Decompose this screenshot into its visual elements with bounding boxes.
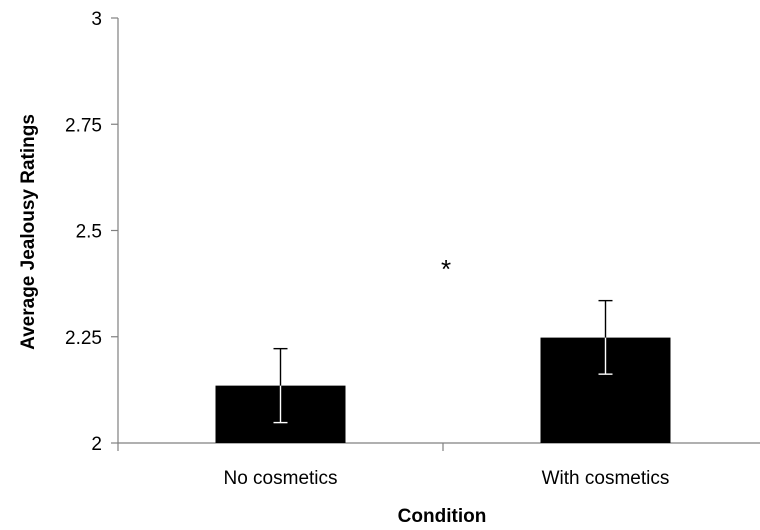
y-tick-label: 2.75 [65,115,102,136]
x-tick-labels: No cosmetics With cosmetics [223,468,669,489]
y-axis-title: Average Jealousy Ratings [18,114,39,350]
plot-area: 2 2.25 2.5 2.75 3 No cosmetics With cosmetics… [65,9,760,489]
y-tick-label: 2.5 [76,222,102,243]
y-tick-label: 2.25 [65,328,102,349]
error-bars [273,299,613,424]
significance-annotation: * [441,254,451,284]
x-tick-label: With cosmetics [542,468,670,489]
y-ticks: 2 2.25 2.5 2.75 3 [65,9,118,455]
bars [215,337,671,443]
x-tick-label: No cosmetics [223,468,337,489]
y-tick-label: 3 [91,9,102,30]
x-ticks [117,443,444,451]
y-tick-label: 2 [91,434,102,455]
x-axis-title: Condition [398,506,487,527]
